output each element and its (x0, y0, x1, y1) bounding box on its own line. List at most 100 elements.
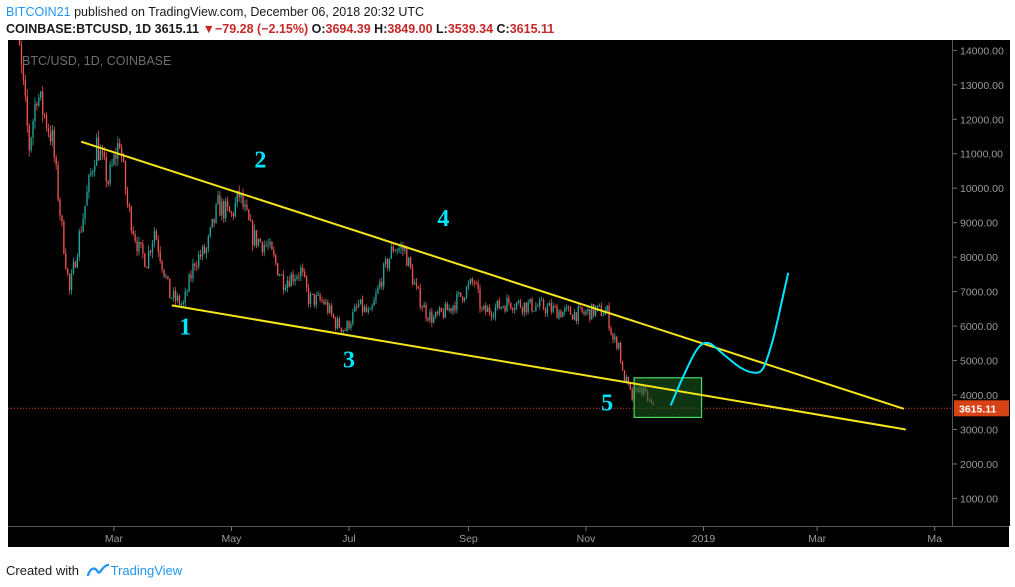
candle-body (458, 292, 460, 294)
candle-body (307, 288, 310, 305)
candle-body (483, 305, 485, 310)
candle-body (560, 311, 562, 318)
price-axis[interactable]: 1000.00 2000.00 3000.00 4000.00 5000.00 6000.… (952, 40, 1010, 526)
last-price-badge (954, 400, 1009, 417)
candle-body (352, 311, 354, 324)
candle-body (537, 306, 539, 308)
projection-curve[interactable] (669, 272, 790, 406)
price-axis-svg[interactable]: 1000.00 2000.00 3000.00 4000.00 5000.00 6000.… (953, 40, 1010, 526)
candle-body (184, 291, 186, 303)
candle-body (325, 302, 327, 304)
candle-body (140, 242, 142, 244)
candle-body (400, 246, 402, 249)
candle-body (67, 268, 69, 274)
x-tick-label: Ma (927, 533, 942, 545)
symbol-name[interactable]: COINBASE:BTCUSD, 1D (6, 22, 152, 36)
candle-body (523, 302, 525, 313)
candle-body (225, 201, 227, 219)
candle-body (332, 314, 335, 319)
y-tick-label: 6000.00 (960, 321, 998, 333)
candle-body (251, 221, 254, 246)
candle-body (408, 257, 410, 266)
candle-body (209, 227, 211, 237)
candle-body (494, 307, 497, 317)
candle-body (265, 244, 267, 246)
candle-body (228, 206, 231, 213)
candle-body (471, 279, 473, 283)
candle-body (417, 286, 420, 289)
price-chart[interactable]: BTC/USD, 1D, COINBASE 1 2 3 4 5 (8, 40, 952, 526)
candle-body (485, 305, 487, 313)
candle-body (115, 154, 117, 159)
candle-body (496, 300, 499, 308)
candle-body (371, 305, 373, 309)
x-tick-label: 2019 (692, 533, 716, 545)
candle-body (63, 221, 65, 254)
candle-body (213, 218, 215, 223)
time-axis-svg[interactable]: Mar May Jul Sep Nov 2019 Mar Ma (8, 527, 1009, 547)
candle-body (253, 230, 256, 246)
candle-body (36, 103, 38, 106)
candle-body (167, 276, 169, 279)
candle-body (221, 201, 223, 216)
candle-body (550, 303, 552, 312)
candle-body (215, 204, 217, 223)
candle-body (406, 247, 408, 266)
candle-body (552, 306, 554, 312)
candle-body (589, 309, 591, 320)
candle-body (460, 292, 462, 297)
candle-body (192, 263, 194, 279)
candle-body (128, 204, 131, 208)
candle-body (149, 250, 152, 253)
highlight-box[interactable] (633, 377, 703, 419)
candle-body (440, 307, 443, 312)
time-axis[interactable]: Mar May Jul Sep Nov 2019 Mar Ma (8, 526, 1009, 547)
candle-body (65, 253, 67, 269)
candle-body (259, 239, 262, 243)
wave-label-4: 4 (437, 206, 449, 232)
candle-body (122, 156, 125, 162)
candle-body (111, 164, 113, 166)
candle-body (365, 307, 368, 312)
chart-plot-area[interactable]: BTC/USD, 1D, COINBASE 1 2 3 4 5 (8, 40, 952, 526)
candle-body (211, 218, 213, 228)
candle-body (594, 307, 597, 316)
candle-body (230, 212, 233, 214)
candle-body (296, 276, 298, 279)
lower-trendline[interactable] (171, 304, 906, 431)
candle-body (465, 286, 468, 299)
candle-body (305, 276, 308, 289)
candle-body (59, 199, 61, 216)
candle-body (42, 91, 44, 115)
candle-body (32, 121, 34, 138)
candle-body (396, 250, 398, 252)
y-tick-label: 10000.00 (960, 183, 1004, 195)
candle-body (529, 298, 531, 303)
candle-body (165, 276, 167, 277)
candle-body (294, 278, 296, 282)
y-tick-label: 13000.00 (960, 80, 1004, 92)
candle-body (512, 308, 514, 311)
candle-body (479, 288, 481, 309)
tradingview-brand-link[interactable]: TradingView (110, 563, 183, 578)
high-label: H: (374, 22, 388, 36)
candle-body (327, 302, 329, 313)
upper-trendline[interactable] (80, 140, 905, 410)
candle-body (113, 154, 115, 165)
close-value: 3615.11 (509, 22, 555, 36)
author-link[interactable]: BITCOIN21 (6, 5, 71, 19)
y-tick-label: 8000.00 (960, 252, 998, 264)
footer: Created with TradingView (0, 552, 1015, 587)
candle-body (92, 171, 94, 173)
candle-body (548, 303, 551, 306)
candle-body (415, 282, 418, 287)
x-tick-label: Mar (105, 533, 124, 545)
candle-body (477, 283, 479, 289)
low-label: L: (436, 22, 448, 36)
x-tick-label: Nov (577, 533, 596, 545)
candle-body (592, 304, 595, 316)
candle-body (602, 314, 604, 316)
candle-body (508, 297, 510, 303)
candle-body (390, 246, 393, 259)
candle-body (203, 246, 206, 254)
